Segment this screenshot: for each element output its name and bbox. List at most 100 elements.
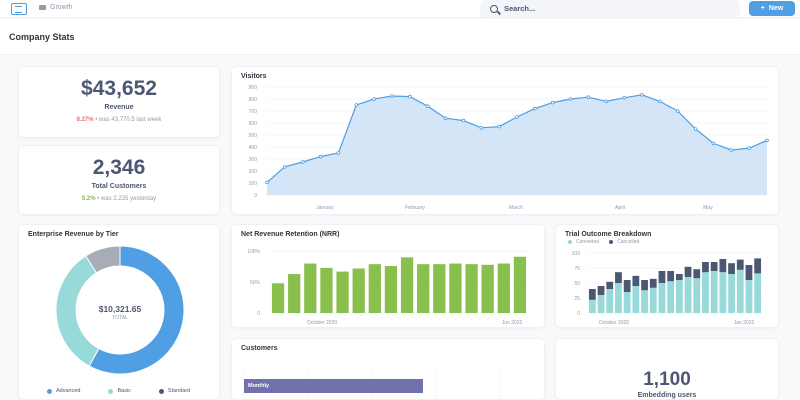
legend-dot <box>158 388 164 394</box>
total-customers-card[interactable]: 2,346 Total Customers 5.2% • was 2,225 y… <box>18 145 220 215</box>
y-tick-label: 25 <box>574 296 580 302</box>
data-point <box>336 151 341 155</box>
y-tick-label: 800 <box>249 97 258 103</box>
revenue-card[interactable]: $43,652 Revenue 8.27% • was 43,770.5 las… <box>18 66 220 138</box>
data-point <box>479 125 484 130</box>
data-point <box>640 92 644 97</box>
bar-cancelled <box>754 258 762 274</box>
visitors-title: Visitors <box>241 73 267 80</box>
bar-converted <box>728 274 735 313</box>
y-tick-label: 400 <box>249 145 258 151</box>
y-tick-label: 0 <box>257 311 260 317</box>
x-tick-label: October 2020 <box>307 320 338 326</box>
legend-item-standard[interactable]: Standard <box>158 388 190 394</box>
bar <box>513 256 527 313</box>
search-bar[interactable] <box>480 0 740 17</box>
trial-card[interactable]: Trial Outcome Breakdown Converted Cancel… <box>555 224 779 328</box>
revenue-comparison: 8.27% • was 43,770.5 last week <box>19 117 219 123</box>
bar-converted <box>606 289 614 313</box>
revenue-previous: was 43,770.5 last week <box>99 117 162 123</box>
breadcrumb-label[interactable]: Growth <box>50 4 73 11</box>
embedding-label: Embedding users <box>637 392 697 399</box>
donut-slice-standard <box>85 245 121 274</box>
page-title: Company Stats <box>9 32 75 42</box>
bar-converted <box>667 281 675 313</box>
legend-dot <box>108 388 114 394</box>
legend-item-cancelled[interactable]: Cancelled <box>609 239 639 245</box>
bar-cancelled <box>658 271 666 283</box>
y-tick-label: 100 <box>572 251 581 257</box>
data-point <box>675 109 680 113</box>
bar-converted <box>615 283 622 313</box>
bar-cancelled <box>597 286 605 295</box>
bar <box>449 263 462 313</box>
bar <box>304 263 317 313</box>
bar <box>400 257 414 313</box>
data-point <box>568 97 573 101</box>
bar-converted <box>702 272 709 313</box>
bar-converted <box>745 280 753 313</box>
tier-donut-chart[interactable] <box>19 243 221 393</box>
x-tick-label: October 2020 <box>599 320 630 326</box>
bar-cancelled <box>667 271 675 282</box>
separator: • <box>97 196 100 202</box>
legend-dot <box>609 240 614 244</box>
data-point <box>515 115 519 119</box>
donut-center-value: $10,321.65 <box>98 304 142 314</box>
bar-converted <box>754 273 762 313</box>
revenue-value: $43,652 <box>81 77 157 100</box>
visitors-chart[interactable]: 900 800 700 600 500 400 300 200 100 0 January Febru… <box>232 67 780 216</box>
customers-change: 5.2% <box>81 196 96 202</box>
bar-cancelled <box>684 266 692 277</box>
donut-center-label: TOTAL <box>112 315 128 321</box>
embedding-card[interactable]: 1,100 Embedding users <box>555 338 779 400</box>
data-point <box>533 106 537 111</box>
bar <box>417 264 430 313</box>
data-point <box>372 97 376 101</box>
y-tick-label: 50% <box>250 280 261 286</box>
bar-converted <box>649 287 657 313</box>
bar-converted <box>684 277 692 313</box>
separator: • <box>95 117 98 123</box>
dashboard-header: Company Stats <box>0 19 800 55</box>
y-tick-label: 0 <box>577 311 580 317</box>
y-tick-label: 500 <box>249 133 258 139</box>
customers-value: 2,346 <box>92 156 146 179</box>
legend-item-basic[interactable]: Basic <box>108 388 131 394</box>
data-point <box>729 148 734 152</box>
customers-chart-card[interactable]: Customers Monthly <box>231 338 545 400</box>
x-tick-label: Jan 2022 <box>734 320 755 326</box>
x-tick-label: March <box>509 205 523 211</box>
legend-label: Basic <box>117 388 131 394</box>
legend-label: Cancelled <box>617 239 640 245</box>
nrr-card[interactable]: Net Revenue Retention (NRR) 100% 50% 0 Octo… <box>231 224 545 328</box>
x-tick-label: May <box>703 205 713 211</box>
data-point <box>586 95 591 100</box>
row-bar <box>244 379 423 393</box>
new-button[interactable]: + New <box>749 1 795 16</box>
breadcrumb[interactable]: Growth <box>39 4 73 11</box>
metabase-logo-icon[interactable] <box>11 3 27 15</box>
nrr-bar-chart[interactable]: 100% 50% 0 October 2020 Jun 2022 <box>232 225 546 329</box>
y-tick-label: 900 <box>249 85 258 91</box>
trial-title: Trial Outcome Breakdown <box>565 231 652 238</box>
bar <box>481 264 494 313</box>
data-point <box>765 138 769 143</box>
legend-item-converted[interactable]: Converted <box>568 239 599 245</box>
customers-row-chart[interactable] <box>232 339 546 400</box>
search-input[interactable] <box>504 4 704 13</box>
legend-item-advanced[interactable]: Advanced <box>47 388 80 394</box>
customers-previous: was 2,225 yesterday <box>101 196 157 202</box>
bar-cancelled <box>632 275 640 286</box>
collection-icon <box>39 5 46 10</box>
trial-stacked-bar-chart[interactable]: 100 75 50 25 0 October 2020 Jan 2022 <box>556 225 780 329</box>
y-tick-label: 50 <box>574 281 580 287</box>
visitors-card[interactable]: Visitors 900 800 700 600 500 400 300 200 100 0 Jan… <box>231 66 779 215</box>
legend-dot <box>47 388 52 394</box>
bar <box>497 263 510 313</box>
tier-title: Enterprise Revenue by Tier <box>28 231 119 238</box>
bar-converted <box>736 269 744 313</box>
y-tick-label: 100 <box>249 181 258 187</box>
data-point <box>354 103 359 107</box>
tier-card[interactable]: Enterprise Revenue by Tier $10,321.65 TO… <box>18 224 220 400</box>
